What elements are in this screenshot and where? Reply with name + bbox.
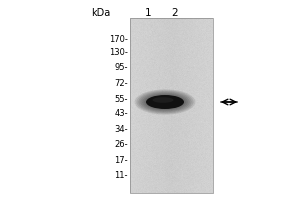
Text: 17-: 17-: [114, 156, 128, 165]
Ellipse shape: [144, 94, 186, 110]
Bar: [130, 18, 213, 193]
Ellipse shape: [138, 91, 192, 113]
Text: 1: 1: [145, 8, 151, 18]
Text: 2: 2: [172, 8, 178, 18]
Text: kDa: kDa: [91, 8, 110, 18]
Text: 95-: 95-: [115, 63, 128, 72]
Text: 130-: 130-: [109, 48, 128, 57]
Text: 11-: 11-: [115, 171, 128, 180]
Ellipse shape: [146, 95, 184, 109]
Ellipse shape: [135, 89, 195, 115]
Ellipse shape: [142, 93, 188, 111]
Text: 43-: 43-: [114, 109, 128, 118]
Ellipse shape: [136, 90, 194, 114]
Ellipse shape: [153, 97, 173, 103]
Text: 55-: 55-: [115, 95, 128, 104]
Text: 72-: 72-: [114, 79, 128, 88]
Text: 34-: 34-: [114, 125, 128, 134]
Text: 170-: 170-: [109, 34, 128, 44]
Ellipse shape: [140, 92, 190, 112]
Text: 26-: 26-: [114, 140, 128, 149]
